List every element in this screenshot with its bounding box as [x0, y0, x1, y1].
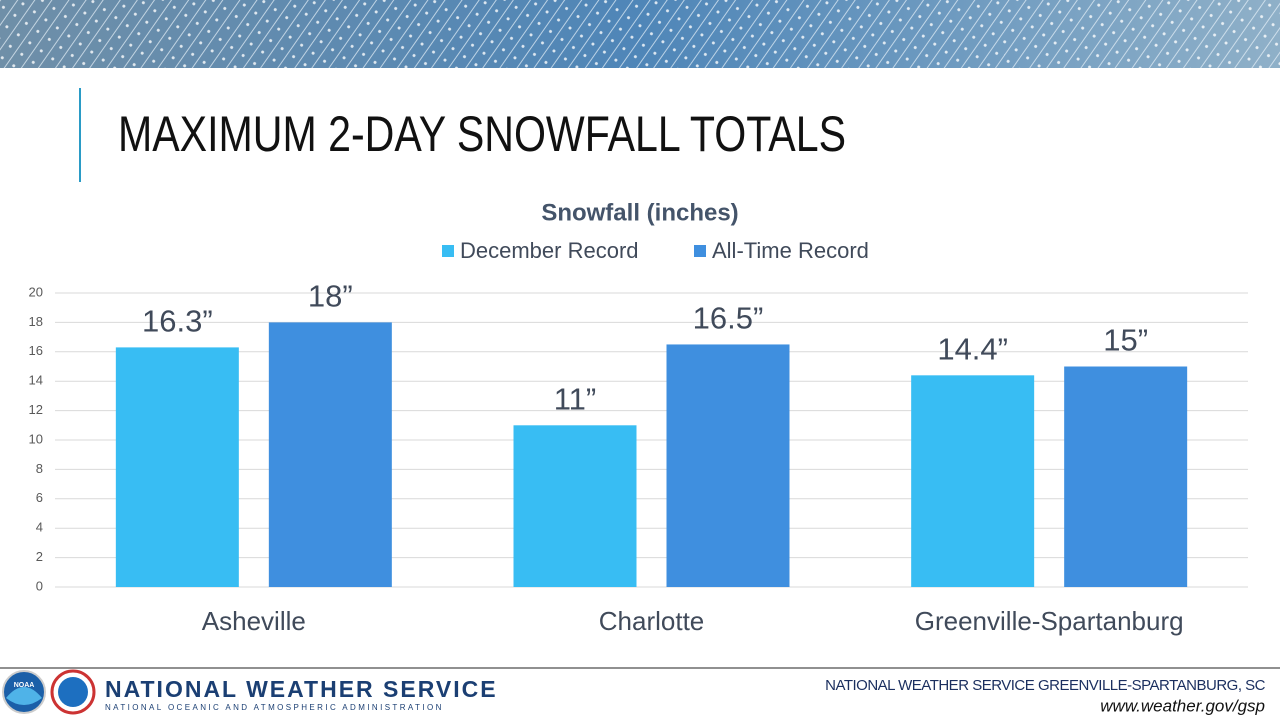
bar [911, 375, 1035, 587]
y-tick-label: 20 [29, 284, 43, 299]
y-tick-label: 6 [36, 490, 43, 505]
y-tick-label: 8 [36, 461, 43, 476]
bar [513, 425, 637, 587]
slide-title: MAXIMUM 2-DAY SNOWFALL TOTALS [118, 106, 846, 162]
legend-label: All-Time Record [712, 238, 869, 263]
value-label: 18” [308, 279, 353, 314]
x-tick-label: Greenville-Spartanburg [915, 606, 1184, 636]
legend-label: December Record [460, 238, 639, 263]
bar [1064, 366, 1188, 587]
legend-swatch [442, 245, 454, 257]
plot: 0 2 4 6 8 10 12 14 16 18 20 December Record All-Time… [29, 238, 1248, 636]
footer-url: www.weather.gov/gsp [1100, 696, 1265, 715]
bar [268, 322, 392, 587]
value-label: 16.3” [142, 304, 213, 339]
y-tick-label: 18 [29, 314, 43, 329]
value-label: 14.4” [937, 332, 1008, 367]
footer-parent: NATIONAL OCEANIC AND ATMOSPHERIC ADMINIS… [105, 703, 444, 712]
nws-logo-inner [58, 677, 88, 707]
legend-swatch [694, 245, 706, 257]
value-label: 16.5” [693, 301, 764, 336]
y-tick-label: 12 [29, 402, 43, 417]
chart-title: Snowfall (inches) [541, 199, 738, 226]
header-snow [0, 0, 1280, 68]
y-tick-label: 14 [29, 373, 43, 388]
footer-agency: NATIONAL WEATHER SERVICE [105, 676, 498, 702]
x-tick-label: Asheville [202, 606, 306, 636]
y-tick-label: 4 [36, 520, 43, 535]
footer-office: NATIONAL WEATHER SERVICE GREENVILLE-SPAR… [825, 677, 1266, 694]
value-label: 15” [1103, 323, 1148, 358]
bar [115, 347, 239, 587]
y-tick-label: 2 [36, 549, 43, 564]
x-tick-label: Charlotte [599, 606, 705, 636]
noaa-logo-text: NOAA [14, 682, 35, 689]
y-tick-label: 0 [36, 578, 43, 593]
value-label: 11” [554, 381, 597, 416]
bar [666, 344, 790, 587]
noaa-logo-wave [6, 687, 42, 705]
y-tick-label: 16 [29, 343, 43, 358]
y-tick-label: 10 [29, 431, 43, 446]
